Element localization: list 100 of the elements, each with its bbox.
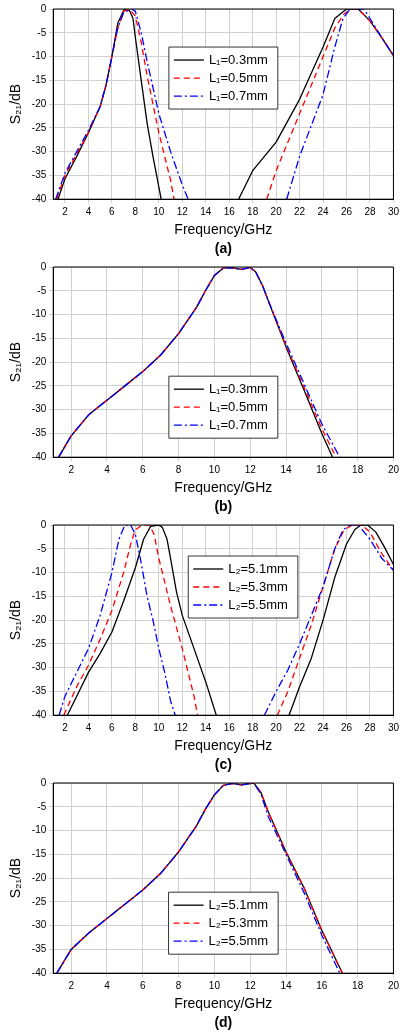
x-tick-label: 18 — [247, 721, 259, 733]
y-axis-title: S₂₁/dB — [7, 599, 24, 641]
x-tick-label: 20 — [270, 205, 283, 217]
y-tick-label: -40 — [31, 192, 47, 204]
y-tick-label: -15 — [31, 74, 47, 86]
x-tick-label: 14 — [280, 979, 293, 991]
y-tick-label: -20 — [31, 871, 47, 883]
legend-label: L₂=5.5mm — [228, 596, 288, 612]
x-tick-label: 8 — [175, 979, 182, 991]
y-tick-label: -25 — [31, 895, 47, 907]
y-tick-label: -30 — [31, 661, 47, 673]
x-tick-label: 4 — [85, 721, 92, 733]
x-tick-label: 18 — [247, 205, 259, 217]
x-tick-label: 2 — [62, 205, 69, 217]
x-tick-label: 14 — [200, 205, 212, 217]
x-tick-label: 28 — [364, 205, 376, 217]
y-tick-label: 0 — [40, 260, 47, 272]
legend-label: L₁=0.7mm — [208, 87, 268, 103]
x-tick-label: 16 — [223, 205, 236, 217]
x-tick-label: 26 — [340, 205, 353, 217]
x-tick-label: 30 — [387, 721, 400, 733]
legend-label: L₂=5.1mm — [228, 560, 288, 576]
x-tick-label: 4 — [85, 205, 92, 217]
x-tick-label: 22 — [294, 721, 306, 733]
x-tick-label: 6 — [109, 205, 116, 217]
x-tick-label: 20 — [387, 979, 400, 991]
legend-label: L₁=0.5mm — [208, 69, 268, 85]
x-tick-label: 24 — [317, 205, 330, 217]
legend-label: L₁=0.3mm — [208, 380, 268, 396]
y-axis-title: S₂₁/dB — [7, 857, 24, 899]
x-tick-label: 6 — [139, 463, 146, 475]
x-tick-label: 10 — [153, 721, 165, 733]
y-tick-label: -20 — [31, 97, 47, 109]
legend-label: L₂=5.5mm — [208, 932, 269, 948]
x-tick-label: 10 — [208, 979, 221, 991]
x-tick-label: 20 — [387, 463, 400, 475]
x-tick-label: 4 — [104, 463, 111, 475]
y-tick-label: 0 — [40, 776, 47, 788]
y-tick-label: -15 — [31, 848, 47, 860]
y-tick-label: -5 — [37, 800, 47, 812]
x-tick-label: 22 — [294, 205, 306, 217]
x-tick-label: 16 — [223, 721, 236, 733]
y-tick-label: -40 — [31, 966, 47, 978]
x-tick-label: 10 — [208, 463, 221, 475]
y-tick-label: -5 — [37, 284, 47, 296]
x-axis-title: Frequency/GHz — [174, 737, 273, 754]
x-tick-label: 16 — [316, 463, 328, 475]
y-tick-label: -15 — [31, 590, 47, 602]
x-tick-label: 6 — [109, 721, 116, 733]
x-tick-label: 4 — [104, 979, 111, 991]
y-tick-label: -15 — [31, 332, 47, 344]
x-tick-label: 26 — [340, 721, 353, 733]
text: (b) — [214, 497, 233, 514]
y-tick-label: -25 — [31, 121, 47, 133]
legend-label: L₁=0.3mm — [208, 51, 268, 67]
y-tick-label: -10 — [31, 50, 47, 62]
legend-label: L₂=5.3mm — [228, 578, 288, 594]
y-tick-label: -25 — [31, 637, 47, 649]
text: (c) — [214, 755, 232, 772]
text: (a) — [214, 239, 232, 256]
text: (d) — [214, 1013, 233, 1030]
x-tick-label: 6 — [139, 979, 146, 991]
y-tick-label: -25 — [31, 379, 47, 391]
legend-label: L₁=0.5mm — [208, 398, 268, 414]
y-tick-label: -20 — [31, 355, 47, 367]
x-tick-label: 12 — [176, 205, 189, 217]
x-axis-title: Frequency/GHz — [174, 479, 273, 496]
y-tick-label: -35 — [31, 943, 47, 955]
x-tick-label: 12 — [244, 979, 257, 991]
legend-label: L₂=5.1mm — [208, 896, 269, 912]
y-tick-label: -40 — [31, 450, 47, 462]
y-tick-label: -5 — [37, 26, 47, 38]
x-tick-label: 14 — [280, 463, 293, 475]
legend-label: L₂=5.3mm — [208, 914, 269, 930]
x-tick-label: 8 — [175, 463, 182, 475]
y-tick-label: -20 — [31, 613, 47, 625]
x-tick-label: 12 — [244, 463, 257, 475]
legend-label: L₁=0.7mm — [208, 416, 268, 432]
x-tick-label: 2 — [62, 721, 69, 733]
x-tick-label: 14 — [200, 721, 212, 733]
y-tick-label: -10 — [31, 824, 47, 836]
x-axis-title: Frequency/GHz — [174, 221, 273, 238]
x-tick-label: 2 — [68, 463, 75, 475]
x-tick-label: 16 — [316, 979, 328, 991]
y-tick-label: 0 — [40, 518, 47, 530]
x-axis-title: Frequency/GHz — [174, 995, 273, 1012]
y-tick-label: 0 — [40, 2, 47, 14]
x-tick-label: 20 — [270, 721, 283, 733]
y-tick-label: -30 — [31, 145, 47, 157]
x-tick-label: 8 — [132, 205, 139, 217]
y-tick-label: -35 — [31, 685, 47, 697]
y-tick-label: -35 — [31, 169, 47, 181]
y-tick-label: -30 — [31, 403, 47, 415]
x-tick-label: 18 — [352, 463, 364, 475]
y-tick-label: -10 — [31, 566, 47, 578]
y-axis-title: S₂₁/dB — [7, 341, 24, 383]
x-tick-label: 30 — [387, 205, 400, 217]
x-tick-label: 12 — [176, 721, 189, 733]
x-tick-label: 10 — [153, 205, 165, 217]
y-tick-label: -40 — [31, 708, 47, 720]
